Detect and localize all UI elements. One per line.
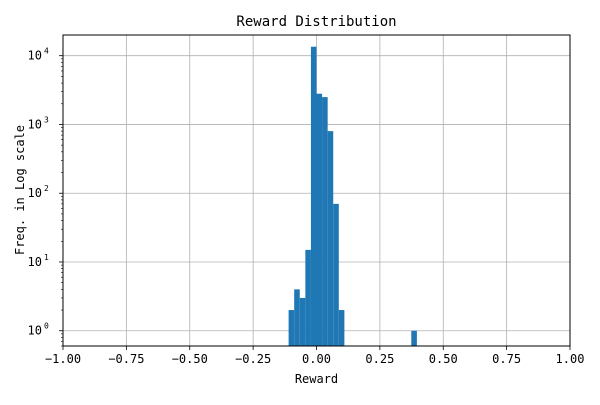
histogram-bar (338, 310, 345, 346)
x-tick-label: −0.50 (172, 352, 208, 366)
x-tick-label: −0.75 (108, 352, 144, 366)
histogram-bar (322, 97, 328, 346)
histogram-bar (288, 310, 295, 346)
x-axis-label: Reward (295, 372, 338, 386)
histogram-bar (327, 131, 334, 346)
y-tick-exponent: 4 (44, 47, 49, 56)
y-tick-exponent: 0 (44, 322, 49, 331)
histogram-bar (316, 93, 323, 346)
y-tick-label: 10 (28, 186, 42, 200)
y-tick-label: 10 (28, 324, 42, 338)
chart-title: Reward Distribution (236, 14, 396, 30)
x-tick-label: 0.00 (302, 352, 331, 366)
x-tick-label: −0.25 (235, 352, 271, 366)
x-tick-label: 0.75 (492, 352, 521, 366)
y-tick-label: 10 (28, 49, 42, 63)
histogram-bar (305, 249, 311, 346)
y-tick-exponent: 1 (44, 253, 49, 262)
histogram-bar (411, 330, 417, 346)
histogram-bar (299, 297, 306, 346)
x-tick-label: −1.00 (45, 352, 81, 366)
y-tick-label: 10 (28, 255, 42, 269)
x-tick-label: 0.50 (429, 352, 458, 366)
y-tick-exponent: 2 (44, 184, 49, 193)
y-tick-exponent: 3 (44, 115, 49, 124)
histogram-bar (310, 46, 317, 346)
x-tick-label: 0.25 (365, 352, 394, 366)
y-axis-label: Freq. in Log scale (13, 125, 27, 255)
histogram-bar (294, 289, 300, 346)
x-tick-label: 1.00 (556, 352, 585, 366)
bars (288, 46, 417, 346)
x-axis-ticks: −1.00 −0.75 −0.50 −0.25 0.00 0.25 0.50 0.75 1.00 (45, 346, 585, 366)
y-tick-label: 10 (28, 117, 42, 131)
histogram-bar (333, 203, 339, 346)
